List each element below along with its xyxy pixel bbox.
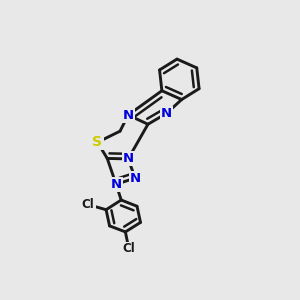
Text: N: N [110, 178, 122, 191]
Text: N: N [123, 109, 134, 122]
Text: Cl: Cl [82, 198, 94, 211]
Text: N: N [123, 152, 134, 165]
Text: N: N [161, 107, 172, 120]
Text: Cl: Cl [122, 242, 135, 256]
Text: N: N [130, 172, 141, 184]
Text: S: S [92, 135, 103, 149]
